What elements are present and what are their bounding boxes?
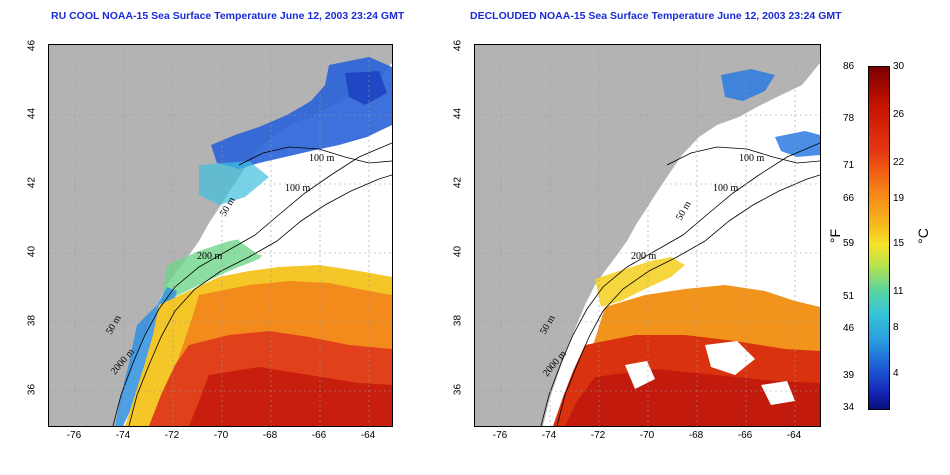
lon-tick-label: -64 <box>360 430 376 441</box>
left-map-title: RU COOL NOAA-15 Sea Surface Temperature … <box>51 10 405 22</box>
right-sst-map: 100 m 100 m 50 m 200 m 50 m 2000 m <box>474 44 821 427</box>
cloud-patch <box>239 175 392 259</box>
lat-tick-label: 42 <box>452 176 464 189</box>
celsius-tick: 26 <box>893 109 905 120</box>
fahrenheit-tick: 86 <box>843 61 855 72</box>
isobath-contour <box>540 142 820 426</box>
cloud-gap <box>761 381 795 405</box>
fahrenheit-tick: 34 <box>843 402 855 413</box>
lon-tick-label: -70 <box>213 430 229 441</box>
contour-label: 50 m <box>674 199 694 222</box>
lat-tick-label: 44 <box>26 107 38 120</box>
sst-hottest <box>565 369 820 426</box>
celsius-tick: 22 <box>893 157 905 168</box>
fahrenheit-tick: 59 <box>843 238 855 249</box>
lon-tick-label: -68 <box>688 430 704 441</box>
land-mass <box>475 45 820 426</box>
celsius-tick: 8 <box>893 322 899 333</box>
contour-label: 100 m <box>309 153 335 164</box>
isobath-contour <box>238 146 392 166</box>
lat-tick-label: 40 <box>26 245 38 258</box>
lat-tick-label: 44 <box>452 107 464 120</box>
lat-tick-label: 36 <box>26 383 38 396</box>
sst-mid-patch <box>199 161 269 205</box>
isobath-contour <box>128 174 392 426</box>
lon-tick-label: -68 <box>262 430 278 441</box>
isobath-contour <box>556 174 820 426</box>
fahrenheit-tick: 71 <box>843 160 855 171</box>
celsius-unit-label: °C <box>914 228 931 244</box>
fahrenheit-tick: 46 <box>843 323 855 334</box>
lat-tick-label: 46 <box>452 39 464 52</box>
lat-tick-label: 42 <box>26 176 38 189</box>
celsius-tick: 30 <box>893 61 905 72</box>
lat-tick-label: 38 <box>26 314 38 327</box>
sst-cold-north <box>211 57 392 169</box>
lat-lon-grid <box>475 45 820 426</box>
contour-label: 100 m <box>285 183 311 194</box>
sst-cold-east <box>775 131 820 157</box>
celsius-tick: 11 <box>893 286 904 297</box>
lat-tick-label: 40 <box>452 245 464 258</box>
sst-hottest <box>189 367 392 426</box>
temperature-colorbar <box>868 66 890 410</box>
sst-cold-north <box>721 69 775 101</box>
contour-label: 200 m <box>197 251 223 262</box>
fahrenheit-tick: 51 <box>843 291 855 302</box>
lon-tick-label: -70 <box>639 430 655 441</box>
lon-tick-label: -72 <box>164 430 180 441</box>
right-map-graphic: 100 m 100 m 50 m 200 m 50 m 2000 m <box>475 45 820 426</box>
fahrenheit-unit-label: °F <box>827 228 844 244</box>
lat-lon-grid <box>49 45 392 426</box>
celsius-tick: 19 <box>893 193 905 204</box>
celsius-tick: 15 <box>893 238 905 249</box>
lat-tick-label: 38 <box>452 314 464 327</box>
left-sst-map: 100 m 100 m 50 m 200 m 50 m 2000 m <box>48 44 393 427</box>
sst-shelf-green <box>161 237 271 307</box>
right-map-title: DECLOUDED NOAA-15 Sea Surface Temperatur… <box>470 10 842 22</box>
isobath-contour <box>112 142 392 426</box>
lon-tick-label: -74 <box>541 430 557 441</box>
lon-tick-label: -66 <box>737 430 753 441</box>
contour-label: 100 m <box>739 153 765 164</box>
lon-tick-label: -74 <box>115 430 131 441</box>
land-mass <box>49 45 392 426</box>
sst-cool-patch <box>345 71 387 105</box>
lat-tick-label: 46 <box>26 39 38 52</box>
fahrenheit-tick: 39 <box>843 370 855 381</box>
cloud-gap <box>705 341 755 375</box>
lon-tick-label: -76 <box>66 430 82 441</box>
lon-tick-label: -64 <box>786 430 802 441</box>
contour-label: 200 m <box>631 251 657 262</box>
isobath-contour <box>666 146 820 166</box>
celsius-tick: 4 <box>893 368 899 379</box>
lon-tick-label: -72 <box>590 430 606 441</box>
cloud-gap <box>625 361 655 389</box>
lon-tick-label: -66 <box>311 430 327 441</box>
fahrenheit-tick: 78 <box>843 113 855 124</box>
fahrenheit-tick: 66 <box>843 193 855 204</box>
lon-tick-label: -76 <box>492 430 508 441</box>
lat-tick-label: 36 <box>452 383 464 396</box>
contour-label: 100 m <box>713 183 739 194</box>
left-map-graphic: 100 m 100 m 50 m 200 m 50 m 2000 m <box>49 45 392 426</box>
